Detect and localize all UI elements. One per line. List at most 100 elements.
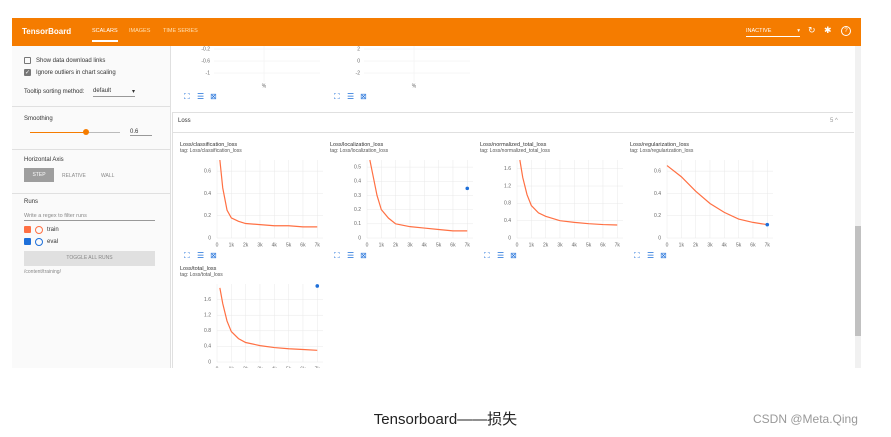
x-tick-label: 3k — [707, 242, 713, 248]
y-tick-label: 0.6 — [204, 168, 211, 174]
y-tick-label: 1.6 — [504, 166, 511, 172]
settings-icon[interactable]: ✱ — [824, 25, 832, 35]
y-tick-label: 0.8 — [504, 201, 511, 207]
axis-button[interactable]: RELATIVE — [62, 173, 86, 179]
partial-chart: -0.2 -0.6 -1% ⛶ ☰ ⊠ — [183, 46, 320, 101]
x-tick-label: 4k — [722, 242, 728, 248]
chart-icon: ⊠ — [360, 251, 367, 260]
x-tick-label: 2k — [543, 242, 549, 248]
scrollbar[interactable] — [855, 46, 861, 368]
chart-icon: ⛶ — [483, 251, 490, 260]
y-tick-label: -0.6 — [201, 58, 210, 64]
toggle-button[interactable]: TOGGLE ALL RUNS — [24, 251, 155, 266]
status-select[interactable]: INACTIVE ▾ — [746, 28, 800, 37]
x-tick-label: 5k — [586, 242, 592, 248]
axis-button[interactable]: STEP — [24, 168, 54, 182]
y-tick-label: 0 — [208, 359, 211, 365]
divider — [173, 132, 854, 133]
chart: 00.40.81.21.60 1k 2k 3k 4k 5k 6k 7k⛶ ☰ ⊠ — [483, 159, 623, 260]
y-tick-label: 0 — [358, 235, 361, 241]
x-tick-label: 6k — [750, 242, 756, 248]
select[interactable]: default ▾ — [93, 88, 135, 97]
x-axis-label: % — [262, 83, 267, 89]
checkbox[interactable]: ✓ — [24, 69, 31, 76]
sidebar: Show data download links ✓ Ignore outlie… — [12, 46, 171, 368]
y-tick-label: 0.4 — [504, 218, 511, 224]
x-tick-label: 4k — [572, 242, 578, 248]
help-icon[interactable]: ? — [841, 26, 851, 36]
x-tick-label: 2k — [693, 242, 699, 248]
caption: Tensorboard——损失 — [373, 411, 518, 428]
y-tick-label: 0.3 — [354, 193, 361, 199]
loss-line — [219, 287, 318, 351]
loss-section: Loss 5 ^ — [172, 112, 854, 368]
y-tick-label: 0.2 — [204, 213, 211, 219]
run-checkbox[interactable] — [24, 238, 31, 245]
divider — [12, 149, 170, 150]
y-tick-label: 0 — [208, 235, 211, 241]
checkbox[interactable] — [24, 57, 31, 64]
x-tick-label: 1k — [529, 242, 535, 248]
divider — [172, 112, 853, 113]
chart-title: Loss/localization_loss — [330, 142, 384, 148]
tab[interactable]: SCALARS — [92, 28, 118, 42]
section-title[interactable]: Loss — [178, 118, 191, 124]
chart-title: Loss/classification_loss — [180, 142, 238, 148]
slider-knob[interactable] — [83, 129, 89, 135]
chart-icon: ☰ — [347, 92, 354, 101]
x-tick-label: 5k — [736, 242, 742, 248]
chart-tag: tag: Loss/regularization_loss — [630, 148, 694, 154]
x-tick-label: 7k — [615, 242, 621, 248]
y-tick-label: -1 — [206, 70, 211, 76]
x-tick-label: 4k — [272, 242, 278, 248]
label: Runs — [24, 199, 39, 205]
x-tick-label: 6k — [450, 242, 456, 248]
tab[interactable]: TIME SERIES — [163, 28, 198, 34]
x-tick-label: 3k — [557, 242, 563, 248]
runs-filter[interactable]: Write a regex to filter runs — [24, 213, 155, 221]
section-count: 5 ^ — [830, 118, 838, 124]
divider — [12, 106, 170, 107]
chart-title: Loss/regularization_loss — [630, 142, 690, 148]
reload-icon[interactable]: ↻ — [808, 25, 816, 35]
eval-point — [765, 222, 770, 227]
chart-icon: ⊠ — [210, 251, 217, 260]
chart-icon: ⊠ — [210, 92, 217, 101]
run-name: train — [47, 227, 59, 233]
x-tick-label: 6k — [300, 366, 306, 368]
checkbox-label: Ignore outliers in chart scaling — [36, 70, 116, 76]
chart-icon: ☰ — [647, 251, 654, 260]
chart: 00.40.81.21.60 1k 2k 3k 4k 5k 6k 7k⛶ ☰ ⊠ — [204, 284, 323, 368]
logo: TensorBoard — [22, 27, 72, 36]
y-tick-label: 0.8 — [204, 328, 211, 334]
run-dot — [35, 238, 43, 246]
tensorboard: TensorBoard SCALARS IMAGES TIME SERIES I… — [12, 18, 861, 368]
top-bar: TensorBoard SCALARS IMAGES TIME SERIES I… — [12, 18, 861, 46]
checkbox-label: Show data download links — [36, 58, 106, 64]
x-tick-label: 5k — [436, 242, 442, 248]
run-checkbox[interactable] — [24, 226, 31, 233]
chart-icon: ⛶ — [183, 251, 190, 260]
smoothing-value[interactable]: 0.6 — [130, 129, 152, 136]
loss-line — [219, 159, 318, 228]
y-tick-label: 0.6 — [654, 168, 661, 174]
tab[interactable]: IMAGES — [129, 28, 151, 34]
label: Tooltip sorting method: — [24, 89, 85, 95]
eval-point — [315, 284, 320, 288]
chart-icon: ☰ — [347, 251, 354, 260]
y-tick-label: 2 — [357, 46, 360, 52]
x-tick-label: 4k — [272, 366, 278, 368]
chart-icon: ⊠ — [360, 92, 367, 101]
x-tick-label: 6k — [300, 242, 306, 248]
x-tick-label: 0 — [666, 242, 669, 248]
x-tick-label: 7k — [465, 242, 471, 248]
chart: 0 0.2 0.4 0.6 0 1k 2k 3k 4k 5k 6k 7k ⛶ ☰ ⊠ — [183, 159, 323, 260]
axis-button[interactable]: WALL — [101, 173, 115, 179]
partial-chart: 2 0 -2% ⛶ ☰ ⊠ — [333, 46, 470, 101]
x-axis-label: % — [412, 83, 417, 89]
chart-title: Loss/total_loss — [180, 266, 217, 272]
chart: 0 0.1 0.2 0.3 0.4 0.5 0 1k 2k 3k 4k 5k 6k 7k ⛶ ☰ ⊠ — [333, 159, 473, 260]
chart-icon: ⛶ — [633, 251, 640, 260]
x-tick-label: 3k — [257, 366, 263, 368]
